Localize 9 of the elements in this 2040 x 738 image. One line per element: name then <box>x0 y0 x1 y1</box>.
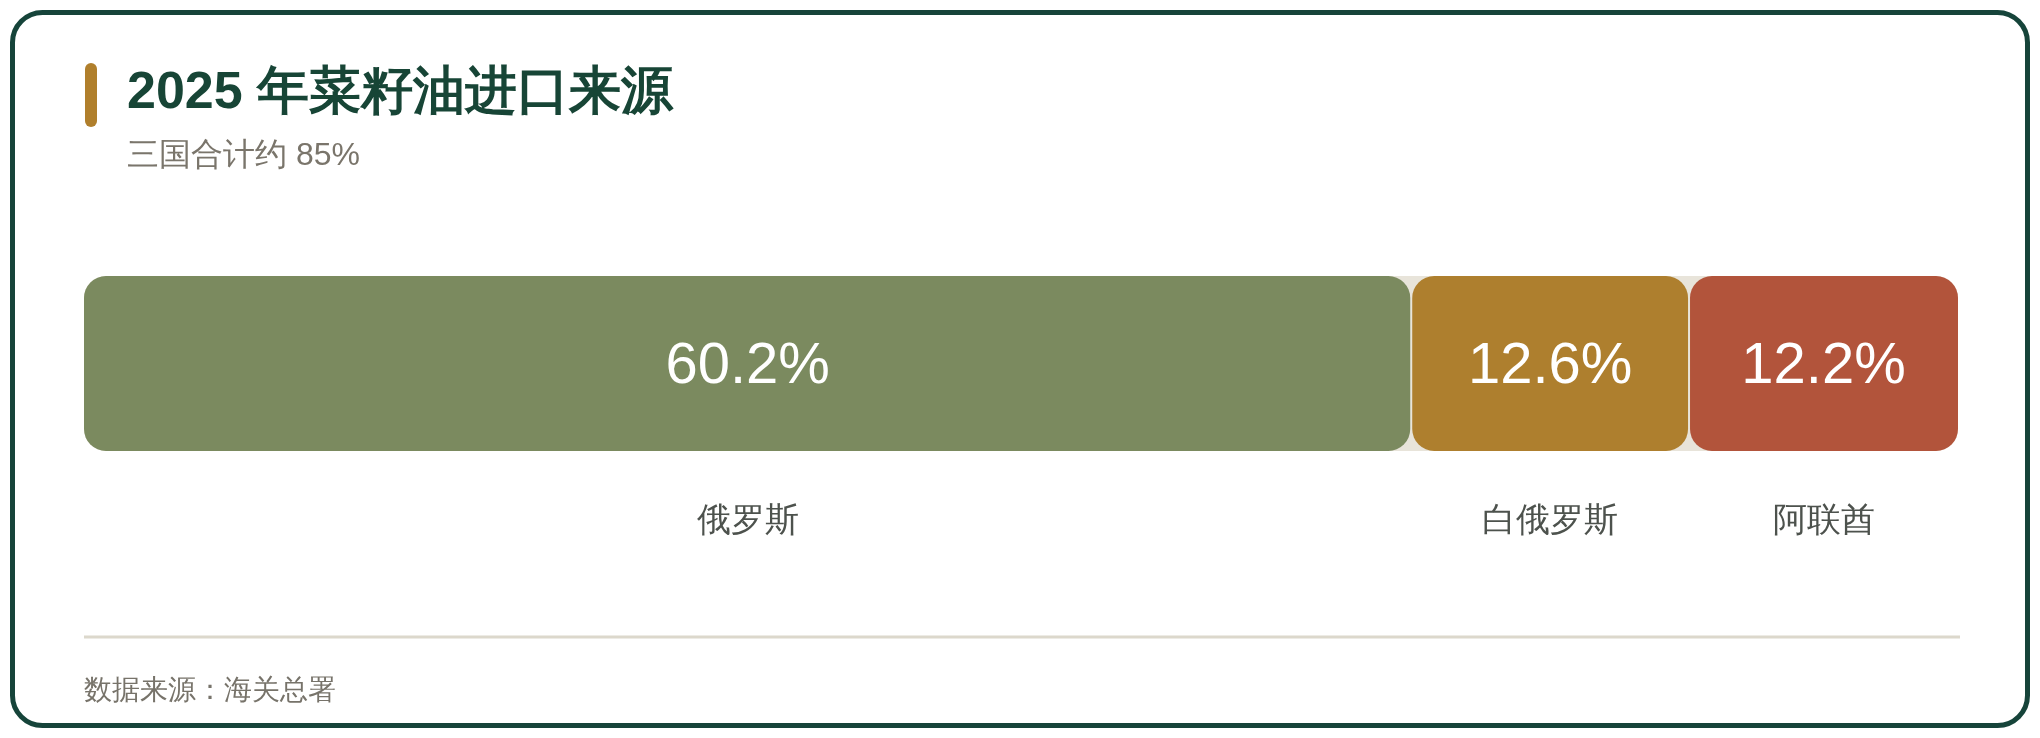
data-label: 12.2% <box>1741 329 1906 395</box>
data-label: 12.6% <box>1467 329 1633 395</box>
chart-subtitle: 三国合计约 85% <box>127 136 360 172</box>
series-label: 阿联酋 <box>1772 500 1875 538</box>
source-note: 数据来源：海关总署 <box>84 673 336 705</box>
series-label: 白俄罗斯 <box>1482 500 1619 538</box>
series-label: 俄罗斯 <box>696 500 799 538</box>
chart-title: 2025 年菜籽油进口来源 <box>127 61 675 119</box>
data-label: 60.2% <box>665 329 830 395</box>
